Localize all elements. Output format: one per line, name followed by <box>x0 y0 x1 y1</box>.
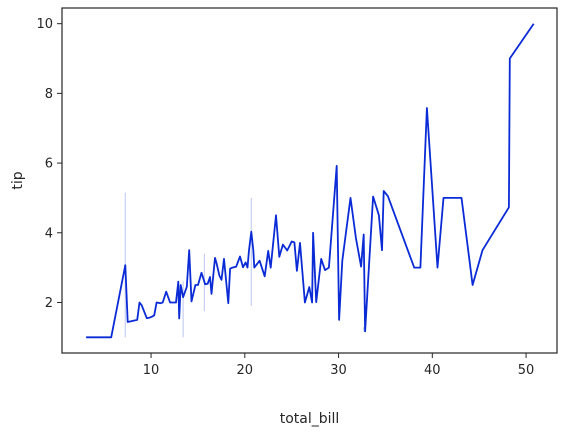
x-tick-label: 40 <box>424 363 441 378</box>
axes-frame <box>61 7 558 354</box>
y-tick-label: 2 <box>45 296 53 311</box>
y-tick-label: 4 <box>45 226 53 241</box>
x-tick-label: 10 <box>143 363 160 378</box>
y-tick-label: 6 <box>45 157 53 172</box>
x-tick-label: 20 <box>237 363 254 378</box>
x-axis-title: total_bill <box>280 411 340 427</box>
series-line-0 <box>86 23 535 339</box>
x-tick-label: 50 <box>518 363 535 378</box>
y-tick-label: 10 <box>36 17 53 32</box>
series-line-group <box>86 23 535 339</box>
y-tick-label: 8 <box>45 87 53 102</box>
y-axis-title: tip <box>10 171 26 189</box>
x-tick-label: 30 <box>330 363 347 378</box>
axis-ticks-group: 10 20 30 40 50 2 4 6 8 10 <box>36 17 534 378</box>
